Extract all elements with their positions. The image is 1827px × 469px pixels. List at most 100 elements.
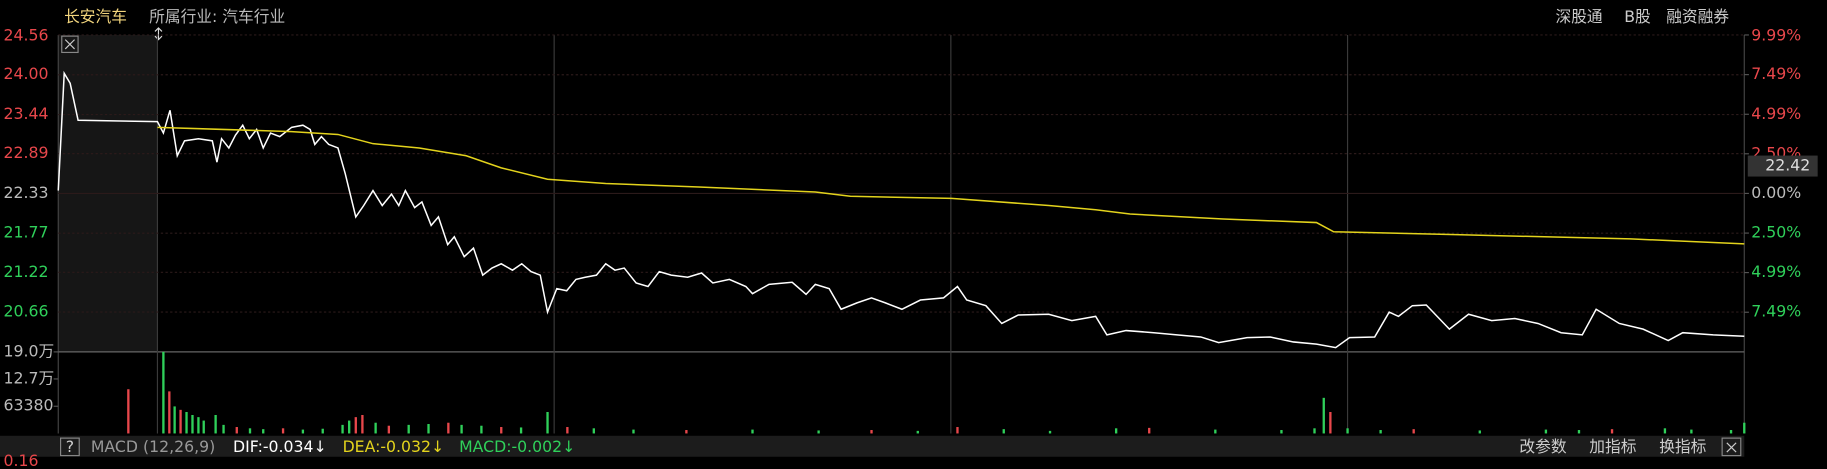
- volume-bar: [407, 424, 410, 434]
- volume-bar: [222, 424, 225, 434]
- help-icon[interactable]: ?: [60, 437, 80, 457]
- volume-bar: [191, 414, 194, 434]
- volume-bar: [1002, 429, 1005, 434]
- svg-text:?: ?: [66, 437, 74, 456]
- volume-bar: [248, 428, 252, 434]
- y-tick-label: 21.77: [3, 223, 48, 242]
- volume-bar: [1577, 430, 1581, 434]
- volume-bar: [321, 428, 324, 434]
- volume-bar: [341, 424, 344, 434]
- volume-bar: [168, 391, 171, 434]
- volume-bar: [916, 430, 919, 434]
- y-tick-label: 21.22: [3, 262, 48, 281]
- volume-bar: [235, 427, 238, 434]
- price-line: [57, 70, 1745, 349]
- volume-bar: [1743, 422, 1746, 434]
- close-icon[interactable]: [61, 35, 79, 54]
- button[interactable]: 加指标: [1589, 437, 1636, 456]
- price-marker: 22.42: [1765, 156, 1810, 175]
- volume-bar: [214, 414, 217, 434]
- volume-bar: [1544, 429, 1548, 434]
- volume-bar: [127, 389, 130, 434]
- industry[interactable]: 所属行业: 汽车行业: [149, 7, 285, 26]
- volume-bar: [956, 427, 959, 434]
- y-tick-label: 22.33: [3, 183, 48, 202]
- volume-bar: [632, 429, 635, 434]
- volume-bar: [1346, 428, 1349, 434]
- volume-bar: [1478, 430, 1481, 434]
- volume-bar: [361, 414, 364, 434]
- volume-bar: [262, 429, 265, 434]
- y-tick-label: 63380: [3, 396, 53, 415]
- y2-tick-label: 4.99%: [1751, 104, 1801, 123]
- volume-bar: [1148, 427, 1151, 434]
- volume-bar: [348, 420, 351, 434]
- indicator-bar: [0, 435, 1745, 457]
- volume-bar: [179, 409, 182, 434]
- volume-bar: [447, 422, 450, 434]
- volume-bar: [301, 429, 305, 434]
- volume-bar: [374, 422, 377, 434]
- volume-bar: [281, 428, 285, 434]
- volume-bar: [1048, 430, 1052, 434]
- y-tick-label: 22.89: [3, 143, 48, 162]
- volume-bar: [1610, 429, 1614, 434]
- y-tick-label: 24.00: [3, 64, 48, 83]
- dif-value: DIF:-0.034↓: [233, 437, 327, 456]
- close-indicator[interactable]: [1721, 437, 1742, 457]
- stock-name[interactable]: 长安汽车: [64, 7, 127, 26]
- y2-tick-label: 0.00%: [1751, 183, 1801, 202]
- volume-bar: [1379, 430, 1382, 434]
- volume-bar: [387, 425, 391, 434]
- volume-bar: [685, 430, 688, 434]
- volume-bar: [751, 429, 754, 434]
- volume-bar: [1313, 428, 1316, 434]
- volume-bar: [427, 424, 430, 434]
- volume-bar: [1412, 429, 1415, 434]
- volume-bar: [460, 424, 463, 434]
- volume-bar: [500, 427, 503, 434]
- volume-bar: [202, 420, 205, 434]
- volume-bar: [1322, 397, 1325, 434]
- price-line: [157, 126, 1745, 245]
- volume-bar: [1729, 430, 1733, 434]
- y2-tick-label: 7.49%: [1751, 302, 1801, 321]
- volume-bar: [173, 406, 176, 434]
- volume-bar: [1690, 429, 1693, 434]
- y2-tick-label: 4.99%: [1751, 262, 1801, 281]
- macd-tick-label: 0.16: [3, 451, 38, 469]
- volume-bar: [546, 411, 549, 434]
- macd-value: MACD:-0.002↓: [459, 437, 575, 456]
- y-tick-label: 24.56: [3, 26, 48, 45]
- volume-bar: [1663, 428, 1667, 434]
- volume-bar: [1280, 430, 1283, 434]
- y2-tick-label: 7.49%: [1751, 64, 1801, 83]
- volume-bar: [480, 425, 483, 434]
- indicator-name: MACD (12,26,9): [91, 437, 215, 456]
- header-link[interactable]: 融资融券: [1666, 7, 1729, 26]
- y-tick-label: 19.0万: [3, 341, 54, 360]
- volume-bar: [354, 417, 357, 434]
- volume-bar: [1114, 428, 1118, 434]
- volume-bar: [1329, 411, 1332, 434]
- header-link[interactable]: 深股通: [1556, 7, 1603, 26]
- header-link[interactable]: B股: [1624, 7, 1651, 26]
- volume-bar: [185, 411, 188, 434]
- button[interactable]: 改参数: [1519, 437, 1566, 456]
- drag-handle[interactable]: [154, 27, 163, 41]
- volume-bar: [1214, 429, 1217, 434]
- y2-tick-label: 9.99%: [1751, 26, 1801, 45]
- price-marker-box: [1747, 155, 1818, 177]
- volume-bar: [197, 417, 200, 434]
- volume-bar: [817, 430, 820, 434]
- volume-bar: [566, 427, 569, 434]
- y-tick-label: 20.66: [3, 302, 48, 321]
- button[interactable]: 换指标: [1659, 437, 1706, 456]
- volume-bar: [519, 427, 523, 434]
- y2-tick-label: 2.50%: [1751, 223, 1801, 242]
- y-tick-label: 23.44: [3, 104, 48, 123]
